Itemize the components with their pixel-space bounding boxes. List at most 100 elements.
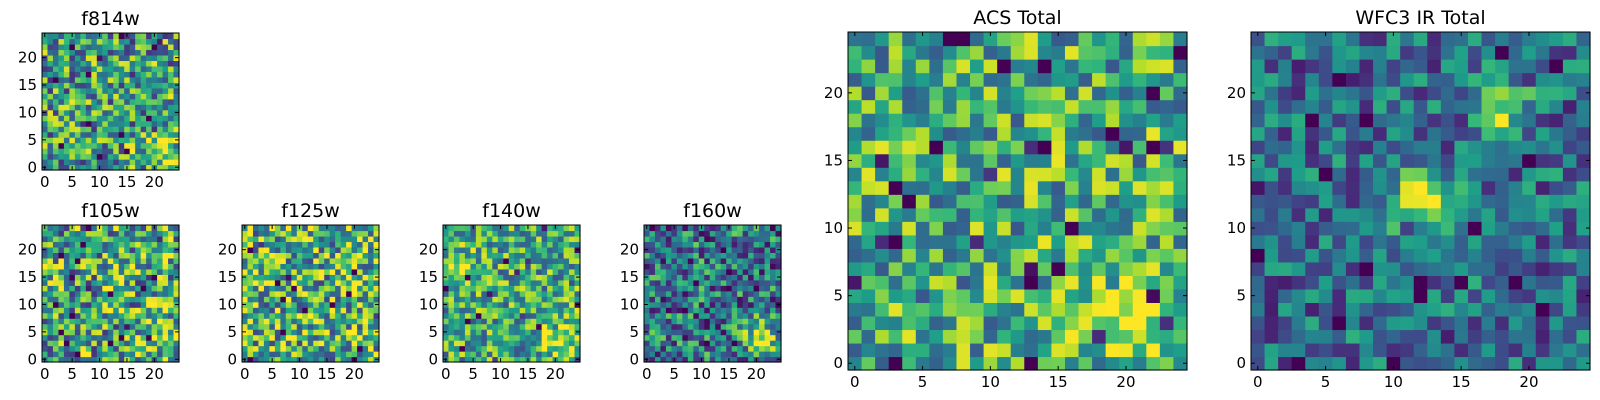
- heatmap-cell: [731, 246, 738, 253]
- heatmap-cell: [1037, 234, 1052, 249]
- heatmap-cell: [530, 290, 537, 297]
- heatmap-cell: [162, 296, 169, 303]
- heatmap-cell: [1454, 153, 1469, 168]
- heatmap-cell: [956, 86, 971, 101]
- heatmap-cell: [875, 275, 890, 290]
- heatmap-cell: [1146, 288, 1161, 303]
- heatmap-cell: [173, 279, 180, 286]
- x-tick-label: 20: [1116, 373, 1135, 391]
- heatmap-cell: [1549, 167, 1564, 182]
- heatmap-cell: [563, 257, 570, 264]
- heatmap-cell: [470, 257, 477, 264]
- heatmap-cell: [74, 109, 81, 116]
- heatmap-cell: [764, 351, 771, 358]
- heatmap-cell: [258, 329, 265, 336]
- heatmap-cell: [1508, 221, 1523, 236]
- heatmap-cell: [970, 140, 985, 155]
- y-tick-label: 0: [1236, 354, 1246, 372]
- heatmap-cell: [1291, 32, 1306, 47]
- heatmap-cell: [514, 356, 521, 363]
- heatmap-cell: [731, 334, 738, 341]
- heatmap-cell: [770, 279, 777, 286]
- heatmap-cell: [492, 318, 499, 325]
- heatmap-cell: [162, 71, 169, 78]
- heatmap-cell: [1132, 342, 1147, 358]
- heatmap-cell: [118, 241, 125, 248]
- heatmap-cell: [956, 72, 971, 87]
- heatmap-cell: [85, 82, 92, 89]
- heatmap-cell: [720, 340, 727, 347]
- heatmap-cell: [162, 60, 169, 67]
- heatmap-cell: [970, 45, 985, 60]
- panel-title: f125w: [281, 200, 340, 222]
- heatmap-cell: [1535, 113, 1550, 128]
- heatmap-cell: [682, 241, 689, 248]
- heatmap-cell: [151, 345, 158, 352]
- heatmap-cell: [113, 115, 120, 122]
- heatmap-cell: [1159, 86, 1175, 101]
- heatmap-cell: [1481, 275, 1496, 290]
- heatmap-cell: [151, 82, 158, 89]
- heatmap-cell: [1278, 72, 1293, 87]
- heatmap-cell: [157, 137, 164, 144]
- heatmap-cell: [726, 263, 733, 270]
- heatmap-cell: [1173, 342, 1188, 358]
- heatmap-cell: [373, 263, 380, 270]
- heatmap-cell: [118, 82, 125, 89]
- heatmap-cell: [574, 323, 581, 330]
- heatmap-cell: [547, 252, 554, 259]
- heatmap-cell: [481, 290, 488, 297]
- heatmap-cell: [1173, 32, 1188, 47]
- heatmap-cell: [1078, 140, 1093, 155]
- heatmap-cell: [475, 252, 482, 259]
- heatmap-cell: [80, 257, 87, 264]
- heatmap-cell: [942, 45, 958, 60]
- heatmap-cell: [1549, 261, 1564, 276]
- heatmap-cell: [124, 252, 131, 259]
- heatmap-cell: [569, 252, 576, 259]
- heatmap-cell: [107, 340, 114, 347]
- heatmap-cell: [682, 257, 689, 264]
- heatmap-cell: [135, 98, 142, 105]
- heatmap-cell: [102, 65, 109, 72]
- heatmap-cell: [470, 296, 477, 303]
- heatmap-cell: [80, 87, 87, 94]
- heatmap-cell: [704, 257, 711, 264]
- heatmap-cell: [1278, 275, 1293, 290]
- heatmap-cell: [1508, 113, 1523, 128]
- heatmap-cell: [1024, 275, 1039, 290]
- heatmap-cell: [915, 315, 930, 331]
- heatmap-cell: [1119, 126, 1134, 141]
- heatmap-cell: [459, 340, 466, 347]
- heatmap-cell: [1373, 113, 1388, 128]
- heatmap-cell: [1508, 315, 1523, 331]
- heatmap-cell: [1440, 207, 1455, 222]
- heatmap-cell: [541, 334, 548, 341]
- heatmap-cell: [1359, 153, 1374, 168]
- heatmap-cell: [329, 263, 336, 270]
- heatmap-cell: [162, 38, 169, 45]
- heatmap-cell: [52, 356, 60, 363]
- heatmap-cell: [107, 345, 114, 352]
- heatmap-cell: [168, 115, 175, 122]
- heatmap-cell: [1159, 140, 1175, 155]
- heatmap-cell: [698, 285, 705, 292]
- heatmap-cell: [574, 351, 581, 358]
- heatmap-cell: [764, 274, 771, 281]
- heatmap-cell: [1092, 99, 1107, 114]
- heatmap-cell: [720, 279, 727, 286]
- heatmap-cell: [861, 59, 876, 74]
- heatmap-cell: [1078, 32, 1093, 47]
- heatmap-cell: [737, 274, 744, 281]
- heatmap-cell: [118, 257, 125, 264]
- heatmap-cell: [956, 153, 971, 168]
- heatmap-cell: [1400, 194, 1415, 209]
- heatmap-cell: [1562, 72, 1578, 87]
- heatmap-cell: [74, 263, 81, 270]
- heatmap-cell: [1562, 329, 1578, 344]
- heatmap-cell: [157, 115, 164, 122]
- heatmap-cell: [503, 268, 510, 275]
- heatmap-cell: [118, 65, 125, 72]
- heatmap-cell: [1535, 194, 1550, 209]
- heatmap-cell: [475, 279, 482, 286]
